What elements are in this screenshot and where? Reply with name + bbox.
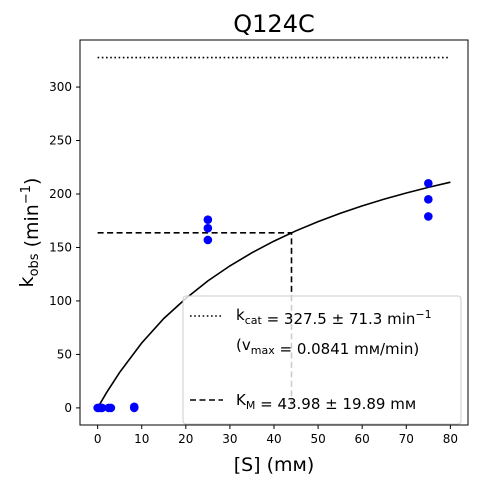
y-tick-label: 200 (49, 187, 72, 201)
legend-vmax-label: (vmax = 0.0841 mм/min) (236, 336, 419, 358)
x-tick-label: 0 (94, 432, 102, 446)
y-axis: 0 50 100 150 200 250 300 (49, 80, 80, 415)
legend-km-label: KM = 43.98 ± 19.89 mм (236, 391, 416, 413)
data-point (424, 212, 433, 221)
x-axis-label: [S] (mм) (234, 454, 315, 476)
legend-box (182, 295, 462, 425)
y-tick-label: 100 (49, 294, 72, 308)
x-tick-label: 70 (399, 432, 414, 446)
y-tick-label: 50 (57, 347, 72, 361)
data-point (424, 195, 433, 204)
data-point (203, 215, 213, 224)
chart-title: Q124C (233, 10, 314, 38)
y-axis-label: kobs (min−1) (16, 178, 43, 288)
data-point (203, 235, 213, 245)
y-tick-label: 250 (49, 134, 72, 148)
data-point (129, 402, 139, 412)
data-points-layer (93, 179, 433, 413)
x-tick-label: 60 (355, 432, 370, 446)
fit-curve (96, 181, 451, 409)
y-tick-label: 0 (64, 401, 72, 415)
data-point (106, 403, 116, 413)
legend: kcat = 327.5 ± 71.3 min−1 (vmax = 0.0841… (182, 295, 462, 425)
x-axis: 0 10 20 30 40 50 60 70 80 (94, 425, 458, 446)
data-point (203, 223, 213, 233)
fit-curve-layer (96, 181, 451, 409)
data-point (97, 403, 107, 413)
x-tick-label: 40 (266, 432, 281, 446)
legend-kcat-label: kcat = 327.5 ± 71.3 min−1 (236, 306, 432, 328)
x-tick-label: 20 (178, 432, 193, 446)
x-tick-label: 50 (310, 432, 325, 446)
x-tick-label: 80 (443, 432, 458, 446)
data-point (424, 179, 433, 188)
x-tick-label: 30 (222, 432, 237, 446)
y-tick-label: 300 (49, 80, 72, 94)
y-tick-label: 150 (49, 240, 72, 254)
x-tick-label: 10 (134, 432, 149, 446)
